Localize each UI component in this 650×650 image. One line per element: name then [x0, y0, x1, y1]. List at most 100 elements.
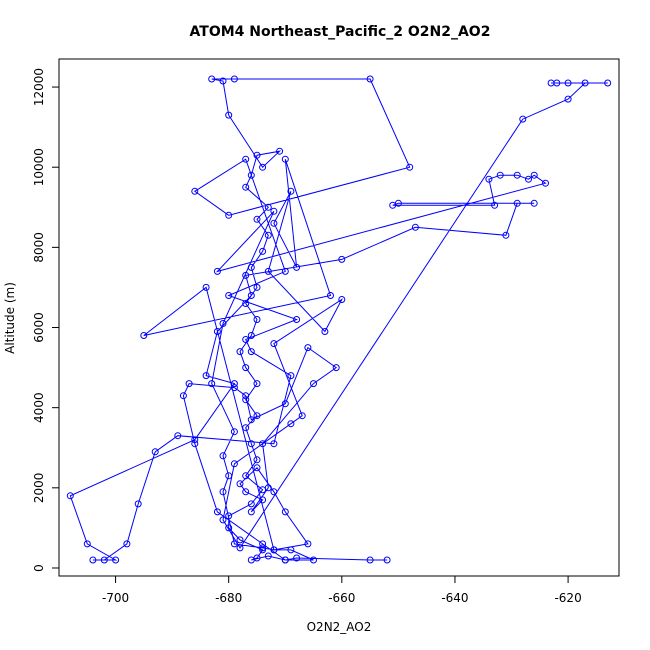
data-point [191, 436, 199, 444]
chart-title: ATOM4 Northeast_Pacific_2 O2N2_AO2 [190, 24, 491, 40]
data-point [264, 203, 272, 211]
data-point [253, 412, 261, 420]
data-point [411, 223, 419, 231]
y-tick-label: 8000 [32, 232, 46, 263]
data-point [304, 344, 312, 352]
y-tick-label: 4000 [32, 392, 46, 423]
y-axis-label: Altitude (m) [3, 282, 17, 354]
data-point [310, 380, 317, 388]
data-point [259, 544, 267, 552]
data-point [259, 163, 267, 171]
data-point [219, 452, 227, 460]
data-point [242, 364, 250, 372]
data-point [496, 171, 504, 179]
data-point [225, 524, 233, 532]
plot-frame [58, 58, 620, 577]
x-tick-label: -680 [215, 591, 242, 605]
data-point [270, 488, 278, 496]
data-point [310, 556, 317, 564]
data-point [366, 75, 374, 83]
data-point [253, 151, 261, 159]
data-point [100, 556, 108, 564]
data-point [247, 440, 255, 448]
x-tick-label: -700 [102, 591, 129, 605]
x-tick-label: -620 [554, 591, 581, 605]
data-point [230, 380, 238, 388]
data-point [485, 175, 493, 183]
data-point [259, 540, 267, 548]
data-point [225, 111, 233, 119]
data-point [389, 201, 397, 209]
data-point [406, 163, 414, 171]
data-point [287, 420, 295, 428]
data-point [230, 540, 238, 548]
data-point [264, 484, 272, 492]
data-point [564, 79, 572, 87]
data-point [604, 79, 612, 87]
data-point [242, 396, 250, 404]
data-point [236, 536, 244, 544]
data-point [242, 472, 250, 480]
data-point [287, 372, 295, 380]
data-point [270, 546, 278, 554]
data-point [253, 464, 261, 472]
data-point [242, 336, 250, 343]
data-point [253, 215, 261, 223]
data-point [287, 187, 295, 195]
data-point [276, 147, 284, 155]
data-point [321, 328, 329, 335]
data-point [298, 412, 306, 420]
data-point [519, 115, 527, 123]
series [66, 75, 612, 564]
data-point [259, 247, 267, 255]
data-point [383, 556, 391, 564]
data-point [225, 512, 233, 520]
data-point [491, 201, 499, 209]
data-point [208, 75, 216, 83]
data-point [242, 271, 250, 279]
data-point [247, 332, 255, 339]
data-point [236, 480, 244, 488]
y-tick-label: 2000 [32, 473, 46, 504]
series-line [69, 78, 608, 561]
data-point [123, 540, 131, 548]
data-point [242, 300, 250, 307]
data-point [213, 328, 221, 335]
data-point [270, 207, 278, 215]
data-point [293, 316, 301, 323]
data-point [530, 199, 538, 207]
data-point [247, 416, 255, 424]
y-axis: 0 2000 4000 6000 8000 10000 12000 [32, 68, 60, 572]
data-point [581, 79, 589, 87]
data-point [542, 179, 549, 187]
data-point [208, 380, 216, 388]
data-point [151, 448, 159, 456]
data-point [513, 199, 521, 207]
data-point [202, 283, 210, 291]
data-point [225, 472, 233, 480]
data-point [236, 348, 244, 356]
data-point [264, 267, 272, 275]
data-point [112, 556, 120, 564]
data-point [219, 488, 227, 496]
data-point [242, 424, 250, 432]
data-point [247, 171, 255, 179]
data-point [89, 556, 97, 564]
data-point [219, 77, 227, 85]
data-point [83, 540, 91, 548]
data-point [287, 546, 295, 554]
data-point [259, 440, 267, 448]
data-point [242, 488, 250, 496]
data-point [253, 380, 261, 388]
data-point [230, 75, 238, 83]
data-point [338, 296, 346, 303]
data-point [270, 440, 278, 448]
data-point [259, 496, 267, 504]
x-tick-label: -660 [328, 591, 355, 605]
data-point [264, 231, 272, 239]
x-axis: -700 -680 -660 -640 -620 [102, 575, 582, 605]
data-point [502, 231, 510, 239]
data-point [247, 263, 255, 271]
data-point [270, 219, 278, 227]
